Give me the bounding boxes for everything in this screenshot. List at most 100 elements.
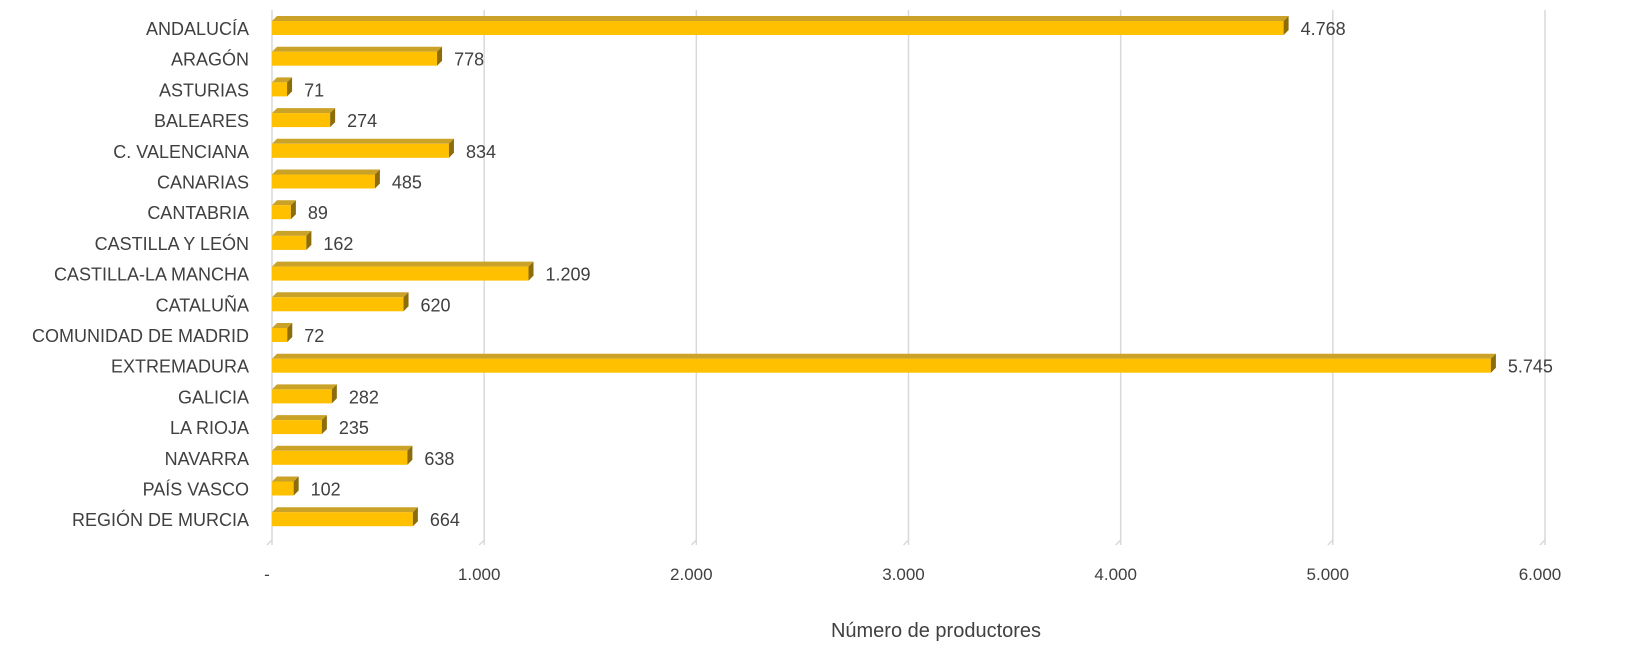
x-tick-label-1: 1.000: [458, 565, 501, 584]
value-label-canarias: 485: [392, 173, 422, 193]
x-tick-label-6: 6.000: [1519, 565, 1562, 584]
bar-castilla-y-leon: [272, 230, 312, 250]
bar-top-face: [272, 415, 327, 421]
bar-front-face: [272, 21, 1284, 35]
value-label-comunidad-de-madrid: 72: [304, 326, 324, 346]
bar-side-face: [321, 415, 327, 435]
category-label-cantabria: CANTABRIA: [147, 203, 249, 223]
bar-side-face: [437, 46, 443, 66]
value-label-c-valenciana: 834: [466, 142, 496, 162]
bar-side-face: [528, 261, 534, 281]
bar-front-face: [272, 420, 322, 435]
bar-side-face: [293, 476, 299, 496]
bar-side-face: [290, 200, 296, 220]
value-label-asturias: 71: [304, 80, 324, 100]
bar-navarra: [272, 445, 413, 465]
grid-lines: [266, 10, 1546, 546]
bar-front-face: [272, 174, 375, 189]
bar-side-face: [1283, 16, 1289, 35]
grid-floor-tick-1: [478, 539, 485, 546]
bar-top-face: [272, 108, 336, 114]
value-labels: 4.768 778 71 274 834 485 89 162 1.209 620 72 5.745 2…: [304, 19, 1553, 530]
bar-side-face: [287, 77, 293, 97]
bar-side-face: [331, 384, 337, 404]
value-label-castilla-la-mancha: 1.209: [546, 265, 591, 285]
bar-andalucia: [272, 16, 1289, 35]
bar-side-face: [448, 138, 454, 158]
grid-floor-tick-3: [902, 539, 910, 546]
bar-side-face: [330, 108, 336, 128]
category-label-galicia: GALICIA: [178, 387, 249, 407]
bar-top-face: [272, 230, 312, 236]
bar-c-valenciana: [272, 138, 454, 158]
bar-front-face: [272, 481, 294, 496]
x-tick-labels: - 1.000 2.000 3.000 4.000 5.000 6.000: [264, 565, 1561, 584]
value-label-extremadura: 5.745: [1508, 357, 1553, 377]
bar-front-face: [272, 235, 307, 250]
bar-top-face: [272, 46, 443, 52]
bar-galicia: [272, 384, 337, 404]
bar-top-face: [272, 353, 1496, 359]
grid-floor-tick-2: [690, 539, 697, 546]
x-tick-label-0: -: [264, 565, 270, 584]
category-label-region-de-murcia: REGIÓN DE MURCIA: [72, 509, 249, 530]
bar-aragon: [272, 46, 443, 66]
value-label-baleares: 274: [347, 111, 377, 131]
bar-side-face: [403, 292, 409, 312]
x-tick-label-4: 4.000: [1094, 565, 1137, 584]
grid-floor-tick-6: [1539, 539, 1546, 546]
x-tick-label-3: 3.000: [882, 565, 925, 584]
bar-front-face: [272, 328, 288, 342]
value-label-navarra: 638: [424, 449, 454, 469]
category-label-castilla-y-leon: CASTILLA Y LEÓN: [95, 233, 249, 254]
bar-side-face: [306, 230, 312, 250]
bar-front-face: [272, 450, 408, 465]
value-label-andalucia: 4.768: [1301, 19, 1346, 39]
bar-cataluna: [272, 292, 409, 312]
bar-front-face: [272, 205, 291, 220]
bar-front-face: [272, 358, 1491, 373]
category-label-andalucia: ANDALUCÍA: [146, 19, 249, 39]
bar-canarias: [272, 169, 380, 189]
bar-top-face: [272, 384, 337, 390]
bar-top-face: [272, 323, 293, 328]
bar-castilla-la-mancha: [272, 261, 534, 281]
bar-top-face: [272, 169, 380, 175]
category-label-la-rioja: LA RIOJA: [170, 418, 249, 438]
category-label-navarra: NAVARRA: [165, 449, 249, 469]
bar-front-face: [272, 297, 404, 312]
x-axis-title: Número de productores: [831, 620, 1041, 642]
category-labels: ANDALUCÍA ARAGÓN ASTURIAS BALEARES C. VALENC…: [32, 19, 249, 530]
bar-top-face: [272, 507, 418, 513]
bar-pais-vasco: [272, 476, 299, 496]
category-label-canarias: CANARIAS: [157, 173, 249, 193]
category-label-c-valenciana: C. VALENCIANA: [113, 142, 249, 162]
bar-front-face: [272, 82, 288, 97]
bar-side-face: [287, 323, 293, 342]
category-label-castilla-la-mancha: CASTILLA-LA MANCHA: [54, 265, 249, 285]
value-label-cataluna: 620: [421, 295, 451, 315]
category-label-comunidad-de-madrid: COMUNIDAD DE MADRID: [32, 326, 249, 346]
bar-top-face: [272, 261, 534, 267]
bar-top-face: [272, 445, 413, 451]
category-label-extremadura: EXTREMADURA: [111, 357, 249, 377]
category-label-aragon: ARAGÓN: [171, 49, 249, 70]
value-label-galicia: 282: [349, 387, 379, 407]
bar-side-face: [374, 169, 380, 189]
category-label-cataluna: CATALUÑA: [156, 294, 249, 315]
bar-front-face: [272, 143, 449, 158]
grid-floor-tick-0: [266, 539, 273, 546]
value-label-aragon: 778: [454, 50, 484, 70]
bars: [272, 16, 1496, 527]
bar-front-face: [272, 512, 413, 527]
bar-comunidad-de-madrid: [272, 323, 293, 342]
grid-floor-tick-4: [1115, 539, 1122, 546]
value-label-castilla-y-leon: 162: [323, 234, 353, 254]
bar-front-face: [272, 389, 332, 404]
value-label-pais-vasco: 102: [311, 480, 341, 500]
x-tick-label-2: 2.000: [670, 565, 713, 584]
category-label-pais-vasco: PAÍS VASCO: [143, 480, 249, 500]
bar-side-face: [1490, 353, 1496, 373]
bar-front-face: [272, 113, 331, 128]
